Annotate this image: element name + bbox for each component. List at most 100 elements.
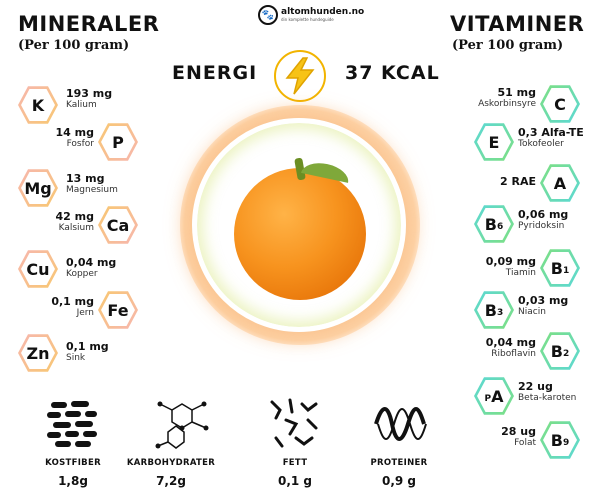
mineral-amount: 193 mg (66, 87, 113, 100)
mineral-symbol: Fe (101, 294, 135, 326)
mineral-name: Kalium (66, 100, 97, 110)
vitamin-amount: 0,03 mg (518, 294, 569, 307)
mineral-symbol-letter: Cu (26, 259, 50, 279)
vitamin-name: Pyridoksin (518, 221, 565, 231)
energy-label: ENERGI (172, 62, 258, 84)
mineral-info-0: 193 mg Kalium (66, 87, 112, 111)
vitamin-amount: 28 ug (501, 425, 536, 438)
mineral-symbol-letter: Zn (26, 343, 50, 363)
vitamin-symbol-letter: B (484, 300, 497, 320)
macro-label-0: KOSTFIBER (45, 458, 101, 468)
mineral-hexagon-3: Ca (98, 206, 138, 244)
mineral-info-4: 0,04 mg Kopper (66, 256, 116, 280)
vitamin-name: Riboflavin (491, 349, 536, 359)
vitamin-amount: 2 RAE (500, 175, 536, 188)
vitamins-subtitle: (Per 100 gram) (452, 38, 564, 53)
mineral-amount: 0,04 mg (66, 256, 117, 269)
vitamin-symbol: E (477, 126, 511, 158)
macro-value-2: 0,1 g (277, 474, 313, 488)
vitamin-name: Tiamin (505, 268, 536, 278)
vitamin-symbol: C (543, 88, 577, 120)
vitamin-hexagon-0: C (540, 85, 580, 123)
vitamin-info-7: 22 ug Beta-karoten (518, 380, 576, 404)
vitamin-symbol-letter: B (484, 214, 497, 234)
mineral-symbol: Mg (21, 172, 55, 204)
mineral-info-6: 0,1 mg Sink (66, 340, 109, 364)
vitamin-symbol-subscript: 3 (496, 308, 504, 318)
vitamin-symbol-letter: A (553, 173, 567, 193)
mineral-symbol-letter: Fe (107, 300, 129, 320)
macro-value-3: 0,9 g (381, 474, 417, 488)
mineral-info-1: 14 mg Fosfor (0, 126, 94, 150)
mineral-symbol: Zn (21, 337, 55, 369)
protein-helix-icon (372, 398, 428, 450)
vitamin-hexagon-2: A (540, 164, 580, 202)
site-logo[interactable]: 🐾 altomhunden.no din komplette hundeguid… (258, 4, 368, 26)
vitamin-name: Tokofeoler (518, 139, 564, 149)
mineral-symbol-letter: Mg (24, 178, 52, 198)
mineral-symbol: Cu (21, 253, 55, 285)
mineral-hexagon-5: Fe (98, 291, 138, 329)
carbohydrate-molecule-icon (152, 398, 209, 450)
vitamin-symbol-subscript: 2 (562, 349, 570, 359)
mineral-amount: 0,1 mg (66, 340, 109, 353)
vitamin-amount: 51 mg (497, 86, 536, 99)
mineral-name: Sink (66, 353, 86, 363)
vitamin-name: Folat (514, 438, 536, 448)
macro-label-1: KARBOHYDRATER (126, 458, 216, 468)
mineral-hexagon-2: Mg (18, 169, 58, 207)
vitamin-symbol-prefix: P (484, 394, 492, 404)
minerals-subtitle: (Per 100 gram) (18, 38, 130, 53)
vitamin-symbol-letter: B (550, 430, 563, 450)
vitamin-info-0: 51 mg Askorbinsyre (420, 86, 536, 110)
fat-molecule-icon (268, 398, 324, 450)
vitamin-info-4: 0,09 mg Tiamin (420, 255, 536, 279)
mineral-symbol: Ca (101, 209, 135, 241)
logo-text: altomhunden.no (281, 7, 365, 17)
logo-tagline: din komplette hundeguide (281, 17, 334, 22)
vitamin-info-6: 0,04 mg Riboflavin (420, 336, 536, 360)
mineral-amount: 42 mg (55, 210, 94, 223)
mineral-info-3: 42 mg Kalsium (0, 210, 94, 234)
vitamin-amount: 0,04 mg (485, 336, 536, 349)
mineral-symbol-letter: P (112, 132, 124, 152)
minerals-title: MINERALER (18, 12, 160, 36)
orange-fruit-image (234, 168, 366, 300)
mineral-name: Kalsium (58, 223, 94, 233)
mineral-hexagon-0: K (18, 86, 58, 124)
vitamin-symbol-subscript: 1 (562, 266, 570, 276)
vitamins-title: VITAMINER (450, 12, 585, 36)
mineral-info-2: 13 mg Magnesium (66, 172, 118, 196)
mineral-symbol-letter: K (31, 95, 45, 115)
macro-value-0: 1,8g (58, 474, 88, 488)
vitamin-symbol: A (543, 167, 577, 199)
vitamin-info-8: 28 ug Folat (420, 425, 536, 449)
mineral-info-5: 0,1 mg Jern (0, 295, 94, 319)
mineral-amount: 14 mg (55, 126, 94, 139)
fiber-icon (45, 398, 101, 450)
vitamin-info-3: 0,06 mg Pyridoksin (518, 208, 568, 232)
mineral-name: Magnesium (66, 185, 118, 195)
vitamin-info-1: 0,3 Alfa-TE Tokofeoler (518, 126, 584, 150)
macro-value-1: 7,2g (156, 474, 186, 488)
vitamin-info-2: 2 RAE (420, 175, 536, 188)
macro-label-3: PROTEINER (370, 458, 428, 468)
vitamin-amount: 0,09 mg (485, 255, 536, 268)
vitamin-info-5: 0,03 mg Niacin (518, 294, 568, 318)
mineral-symbol: K (21, 89, 55, 121)
vitamin-symbol-letter: B (550, 258, 563, 278)
macro-label-2: FETT (282, 458, 308, 468)
vitamin-symbol-subscript: 9 (562, 438, 570, 448)
vitamin-amount: 0,06 mg (518, 208, 569, 221)
mineral-hexagon-6: Zn (18, 334, 58, 372)
